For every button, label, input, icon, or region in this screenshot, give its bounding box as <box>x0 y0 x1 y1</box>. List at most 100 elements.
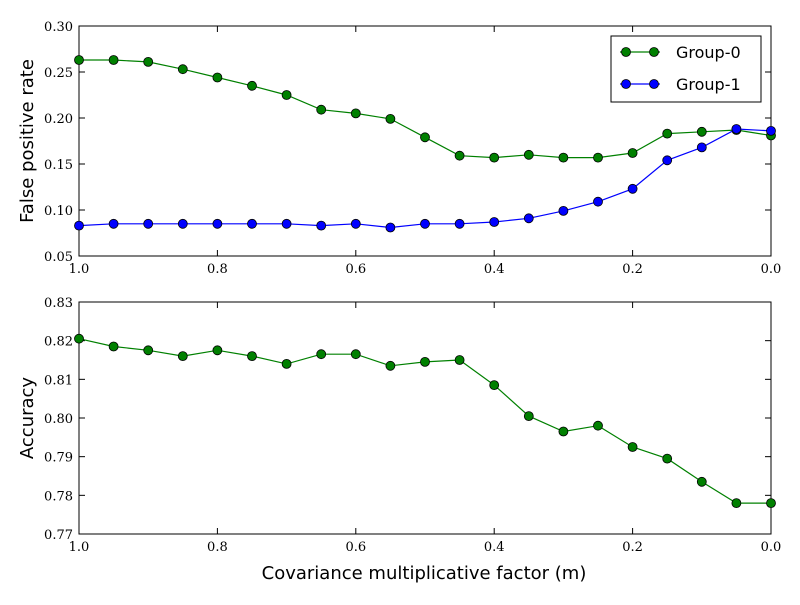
accuracy-data-point <box>281 358 292 369</box>
group-1-data-point <box>558 205 569 216</box>
group-0-data-point <box>627 148 638 158</box>
group-1-data-point <box>212 218 223 229</box>
accuracy-y-tick-label: 0.77 <box>44 528 73 543</box>
legend-label-group-1: Group-1 <box>676 75 741 94</box>
fpr-chart: 1.0 0.8 0.6 0.4 0.2 0.0 0.05 0.10 0.15 0.20 0.25 0.… <box>17 20 781 277</box>
accuracy-y-tick-label: 0.78 <box>44 489 73 504</box>
fpr-axis-ticks: 1.0 0.8 0.6 0.4 0.2 0.0 0.05 0.10 0.15 0.20 0.25 0.… <box>44 20 781 277</box>
accuracy-x-tick-label: 0.0 <box>761 540 782 555</box>
accuracy-x-tick-label: 0.8 <box>207 540 228 555</box>
group-0-data-point <box>177 64 188 75</box>
legend-marker-group-0 <box>621 47 631 57</box>
group-0-data-point <box>247 80 257 91</box>
group-0-data-point <box>316 104 327 115</box>
accuracy-data-point <box>212 345 223 356</box>
group-1-data-point <box>177 218 188 229</box>
fpr-x-tick-label: 0.4 <box>484 262 505 277</box>
accuracy-data-point <box>350 349 361 360</box>
group-1-data-point <box>489 217 500 227</box>
accuracy-y-tick-label: 0.79 <box>44 451 73 466</box>
accuracy-data-point <box>731 498 742 509</box>
group-0-data-point <box>523 149 534 160</box>
group-1-data-point <box>662 155 673 166</box>
fpr-y-tick-label: 0.20 <box>44 112 73 127</box>
group-1-data-point <box>247 218 257 229</box>
group-1-data-point <box>385 222 396 233</box>
group-0-data-point <box>593 152 603 163</box>
group-0-data-point <box>454 150 465 161</box>
group-0-data-point <box>74 55 84 65</box>
fpr-x-tick-label: 0.8 <box>207 262 228 277</box>
accuracy-x-tick-label: 1.0 <box>69 540 90 555</box>
group-1-data-point <box>281 218 292 229</box>
accuracy-data-point <box>177 351 188 362</box>
group-1-data-point <box>627 183 638 194</box>
legend-marker-group-0 <box>649 47 659 57</box>
group-0-data-point <box>212 72 223 83</box>
accuracy-data-point <box>74 333 84 344</box>
fpr-x-tick-label: 0.2 <box>622 262 643 277</box>
group-0-data-point <box>662 128 673 139</box>
group-1-data-point <box>523 213 534 224</box>
group-0-data-point <box>420 132 430 143</box>
group-0-data-point <box>385 114 396 124</box>
fpr-y-tick-label: 0.05 <box>44 250 73 265</box>
legend-box <box>610 35 762 103</box>
accuracy-data-point <box>489 380 500 391</box>
accuracy-data-point <box>108 341 119 352</box>
group-1-data-point <box>143 218 154 229</box>
accuracy-data-point <box>143 345 154 356</box>
accuracy-chart: 1.0 0.8 0.6 0.4 0.2 0.0 0.77 0.78 0.79 0.80 0.81 0.… <box>17 296 781 584</box>
accuracy-y-tick-label: 0.81 <box>44 373 73 388</box>
accuracy-y-axis-label: Accuracy <box>17 377 38 460</box>
accuracy-x-tick-label: 0.2 <box>622 540 643 555</box>
group-1-data-point <box>766 125 776 136</box>
accuracy-data-point <box>593 420 603 431</box>
group-1-data-point <box>350 218 361 229</box>
accuracy-data-point <box>454 355 465 365</box>
fpr-series-group <box>74 55 776 233</box>
group-0-data-point <box>108 55 119 65</box>
group-0-data-point <box>350 108 361 119</box>
fpr-x-tick-label: 0.6 <box>345 262 366 277</box>
fpr-y-tick-label: 0.25 <box>44 66 73 81</box>
fpr-y-axis-label: False positive rate <box>17 59 38 223</box>
accuracy-data-point <box>247 351 257 362</box>
fpr-y-tick-label: 0.15 <box>44 158 73 173</box>
accuracy-data-point <box>627 442 638 452</box>
legend-marker-group-1 <box>649 79 659 89</box>
group-1-data-point <box>74 220 84 231</box>
accuracy-axis-ticks: 1.0 0.8 0.6 0.4 0.2 0.0 0.77 0.78 0.79 0.80 0.81 0.… <box>44 296 781 555</box>
accuracy-data-point <box>662 453 673 464</box>
group-1-data-point <box>316 220 327 231</box>
accuracy-data-point <box>766 498 776 509</box>
accuracy-y-tick-label: 0.82 <box>44 335 73 350</box>
fpr-x-tick-label: 1.0 <box>69 262 90 277</box>
accuracy-y-tick-label: 0.83 <box>44 296 73 311</box>
accuracy-data-point <box>696 476 707 487</box>
accuracy-data-point <box>523 411 534 422</box>
accuracy-data-point <box>558 426 569 437</box>
group-0-data-point <box>489 152 500 163</box>
group-1-data-point <box>420 218 430 229</box>
accuracy-data-point <box>316 349 327 360</box>
group-1-data-point <box>696 142 707 153</box>
group-0-data-point <box>558 152 569 163</box>
accuracy-x-tick-label: 0.6 <box>345 540 366 555</box>
fpr-x-tick-label: 0.0 <box>761 262 782 277</box>
legend-marker-group-1 <box>621 79 631 89</box>
accuracy-y-tick-label: 0.80 <box>44 412 73 427</box>
x-axis-label: Covariance multiplicative factor (m) <box>262 563 587 584</box>
accuracy-x-tick-label: 0.4 <box>484 540 505 555</box>
accuracy-data-point <box>385 360 396 371</box>
fpr-y-tick-label: 0.10 <box>44 204 73 219</box>
group-0-data-point <box>696 126 707 137</box>
legend: Group-0 Group-1 <box>610 35 762 103</box>
fpr-y-tick-label: 0.30 <box>44 20 73 35</box>
group-1-data-point <box>454 218 465 229</box>
accuracy-series-group <box>74 333 776 509</box>
group-0-data-point <box>281 90 292 100</box>
legend-label-group-0: Group-0 <box>676 43 741 62</box>
accuracy-plot-area <box>78 301 772 535</box>
